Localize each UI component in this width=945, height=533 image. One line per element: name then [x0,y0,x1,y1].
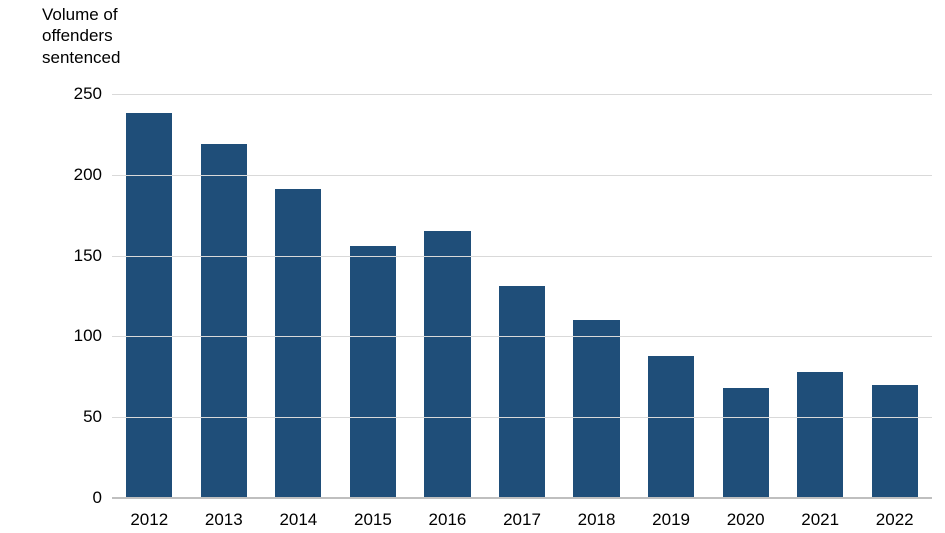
bars-layer [112,94,932,498]
y-tick-label: 150 [42,246,102,266]
bar [275,189,321,498]
x-tick-label: 2015 [354,510,392,530]
gridline [112,256,932,257]
chart-container: Volume of offenders sentenced 0 50 100 150 2… [0,0,945,533]
gridline [112,175,932,176]
x-tick-label: 2017 [503,510,541,530]
gridline [112,417,932,418]
x-tick-label: 2012 [130,510,168,530]
plot-area [112,94,932,498]
x-tick-label: 2013 [205,510,243,530]
bar [499,286,545,498]
x-tick-label: 2016 [429,510,467,530]
x-tick-label: 2022 [876,510,914,530]
x-tick-label: 2014 [279,510,317,530]
gridline [112,497,932,499]
bar [723,388,769,498]
gridline [112,94,932,95]
bar [872,385,918,498]
y-tick-label: 100 [42,326,102,346]
bar [648,356,694,498]
bar [350,246,396,498]
bar [797,372,843,498]
y-tick-label: 250 [42,84,102,104]
x-tick-label: 2020 [727,510,765,530]
y-tick-label: 0 [42,488,102,508]
y-axis-title: Volume of offenders sentenced [42,4,120,68]
y-tick-label: 200 [42,165,102,185]
gridline [112,336,932,337]
x-tick-label: 2019 [652,510,690,530]
bar [126,113,172,498]
bar [201,144,247,498]
x-tick-label: 2018 [578,510,616,530]
x-tick-label: 2021 [801,510,839,530]
bar [573,320,619,498]
y-tick-label: 50 [42,407,102,427]
bar [424,231,470,498]
